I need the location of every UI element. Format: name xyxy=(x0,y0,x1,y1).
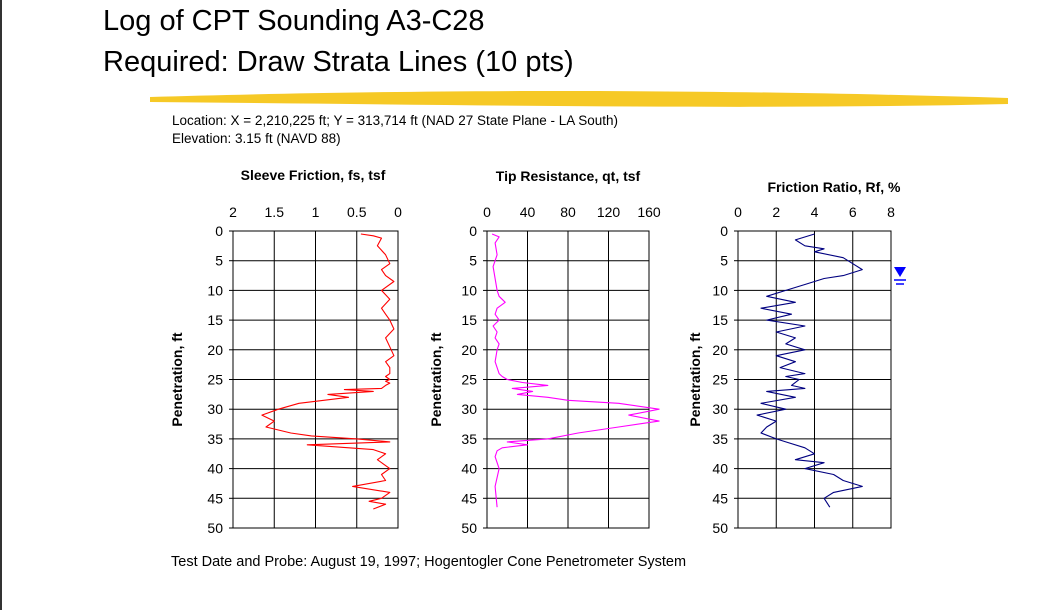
ratio-y-tick-label: 45 xyxy=(712,490,728,506)
tip-y-tick-label: 15 xyxy=(461,312,477,328)
tip-y-tick-label: 50 xyxy=(461,520,477,536)
tip-chart: Tip Resistance, qt, tsf 0 40 80 120 160 0 5 10 15… xyxy=(428,168,661,536)
sleeve-y-axis-label: Penetration, ft xyxy=(169,332,185,426)
tip-y-tick-label: 40 xyxy=(461,461,477,477)
title-highlight-stroke xyxy=(150,90,1008,107)
tip-chart-title: Tip Resistance, qt, tsf xyxy=(496,168,641,184)
sleeve-x-tick-label: 2 xyxy=(229,204,237,220)
ratio-x-tick-label: 6 xyxy=(849,204,857,220)
ratio-y-tick-label: 30 xyxy=(712,401,728,417)
tip-y-tick-label: 45 xyxy=(461,490,477,506)
tip-x-tick-label: 160 xyxy=(637,204,661,220)
sleeve-x-tick-label: 0 xyxy=(394,204,402,220)
ratio-plot-frame xyxy=(737,230,892,529)
tip-y-tick-label: 5 xyxy=(469,253,477,269)
ratio-data-line xyxy=(756,233,863,508)
tip-y-tick-label: 10 xyxy=(461,282,477,298)
test-info-footer: Test Date and Probe: August 19, 1997; Ho… xyxy=(171,554,687,570)
ratio-y-axis-label: Penetration, ft xyxy=(687,332,703,426)
sleeve-y-tick-label: 45 xyxy=(207,490,223,506)
ratio-y-tick-label: 5 xyxy=(720,253,728,269)
tip-x-tick-label: 80 xyxy=(560,204,576,220)
tip-x-tick-label: 40 xyxy=(520,204,536,220)
sleeve-chart-title: Sleeve Friction, fs, tsf xyxy=(241,167,386,183)
tip-y-tick-label: 25 xyxy=(461,372,477,388)
sleeve-x-tick-label: 1.5 xyxy=(265,204,285,220)
left-border-line xyxy=(0,0,2,610)
elevation-text: Elevation: 3.15 ft (NAVD 88) xyxy=(172,131,341,146)
sleeve-y-tick-label: 0 xyxy=(215,223,223,239)
tip-data-line xyxy=(491,233,660,508)
sleeve-y-tick-label: 20 xyxy=(207,342,223,358)
ratio-chart: Friction Ratio, Rf, % 0 2 4 6 8 0 5 10 15 20 25 30 35… xyxy=(687,179,901,536)
ratio-chart-title: Friction Ratio, Rf, % xyxy=(768,179,902,195)
location-text: Location: X = 2,210,225 ft; Y = 313,714 … xyxy=(172,113,619,128)
ratio-y-tick-label: 20 xyxy=(712,342,728,358)
tip-y-axis-label: Penetration, ft xyxy=(428,332,444,426)
sleeve-plot-frame xyxy=(232,230,399,529)
tip-x-tick-label: 120 xyxy=(597,204,621,220)
sleeve-data-line xyxy=(261,233,395,510)
slide-subtitle: Required: Draw Strata Lines (10 pts) xyxy=(103,46,574,78)
water-table-icon xyxy=(894,267,906,285)
tip-y-tick-label: 20 xyxy=(461,342,477,358)
tip-y-tick-label: 30 xyxy=(461,401,477,417)
sleeve-chart: Sleeve Friction, fs, tsf 2 1.5 1 0.5 0 0 5 10 15 2… xyxy=(169,167,402,536)
ratio-y-tick-label: 50 xyxy=(712,520,728,536)
tip-y-tick-label: 35 xyxy=(461,431,477,447)
ratio-x-tick-label: 8 xyxy=(887,204,895,220)
ratio-x-tick-label: 0 xyxy=(734,204,742,220)
water-table-triangle xyxy=(894,267,906,277)
tip-plot-frame xyxy=(486,230,650,529)
ratio-y-tick-label: 35 xyxy=(712,431,728,447)
sleeve-y-tick-label: 50 xyxy=(207,520,223,536)
tip-y-tick-label: 0 xyxy=(469,223,477,239)
sleeve-y-tick-label: 5 xyxy=(215,253,223,269)
sleeve-y-tick-label: 10 xyxy=(207,282,223,298)
ratio-x-tick-label: 2 xyxy=(772,204,780,220)
sleeve-y-tick-label: 15 xyxy=(207,312,223,328)
sleeve-y-tick-label: 25 xyxy=(207,372,223,388)
ratio-y-tick-label: 10 xyxy=(712,282,728,298)
sleeve-x-tick-label: 1 xyxy=(312,204,320,220)
sleeve-y-tick-label: 30 xyxy=(207,401,223,417)
sleeve-x-tick-label: 0.5 xyxy=(347,204,367,220)
slide-title: Log of CPT Sounding A3-C28 xyxy=(103,5,485,37)
ratio-y-tick-label: 25 xyxy=(712,372,728,388)
ratio-y-tick-label: 0 xyxy=(720,223,728,239)
sleeve-y-tick-label: 40 xyxy=(207,461,223,477)
ratio-y-tick-label: 40 xyxy=(712,461,728,477)
ratio-x-tick-label: 4 xyxy=(811,204,819,220)
ratio-y-tick-label: 15 xyxy=(712,312,728,328)
tip-x-tick-label: 0 xyxy=(483,204,491,220)
sleeve-y-tick-label: 35 xyxy=(207,431,223,447)
